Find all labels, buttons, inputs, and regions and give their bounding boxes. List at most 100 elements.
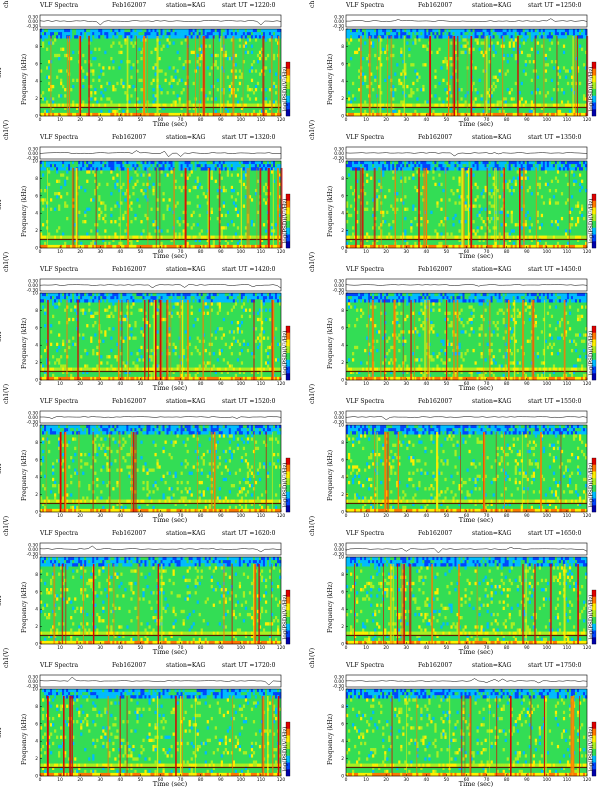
y-tick-label: 4 bbox=[35, 739, 38, 745]
spectrogram-svg: 0.300.00-0.300 10 20 30 40 50 60 70 80 90 100 110 12… bbox=[27, 675, 291, 783]
x-tick-label: 60 bbox=[158, 381, 164, 387]
band-line bbox=[40, 106, 281, 109]
colorbar-segment bbox=[592, 458, 596, 465]
x-axis-label: Time (sec) bbox=[152, 648, 188, 656]
sferic-streak bbox=[79, 35, 82, 116]
x-tick-label: 90 bbox=[218, 777, 224, 783]
sferic-streak bbox=[159, 167, 161, 248]
sferic-streak bbox=[47, 299, 49, 380]
colorbar-segment bbox=[286, 102, 290, 110]
y-tick-label: 2 bbox=[35, 624, 38, 630]
colorbar-segment bbox=[592, 234, 596, 242]
sferic-streak bbox=[173, 167, 175, 248]
sferic-streak bbox=[202, 299, 205, 380]
colorbar-segment bbox=[286, 207, 290, 215]
y-tick-label: 8 bbox=[35, 704, 38, 710]
sferic-streak bbox=[376, 431, 378, 512]
sferic-streak bbox=[59, 431, 62, 512]
y-tick-label: 8 bbox=[341, 176, 344, 182]
sferic-streak bbox=[181, 299, 184, 380]
colorbar-segment bbox=[592, 478, 596, 486]
sferic-streak bbox=[380, 167, 382, 248]
x-axis-label: Time (sec) bbox=[458, 516, 494, 524]
colorbar-label: log(PSD)(V²/Hz) bbox=[588, 330, 595, 376]
amplitude-trace bbox=[345, 678, 588, 684]
colorbar-segment bbox=[286, 742, 290, 750]
sferic-streak bbox=[476, 563, 478, 644]
x-tick-label: 20 bbox=[383, 777, 389, 783]
amplitude-axis-label: ch1(V) bbox=[309, 251, 316, 272]
band-line bbox=[346, 370, 587, 373]
sferic-streak bbox=[220, 35, 222, 116]
colorbar-segment bbox=[286, 630, 290, 638]
x-tick-label: 70 bbox=[484, 645, 490, 651]
amplitude-trace bbox=[345, 284, 588, 287]
sferic-streak bbox=[353, 563, 356, 644]
amplitude-trace bbox=[40, 416, 282, 419]
sferic-streak bbox=[355, 167, 357, 248]
colorbar-segment bbox=[592, 62, 596, 69]
sferic-streak bbox=[534, 563, 536, 644]
y-tick-label: 10 bbox=[338, 687, 344, 693]
chart-station: station=KAG bbox=[472, 134, 512, 141]
sferic-streak bbox=[214, 431, 216, 512]
x-tick-label: 120 bbox=[277, 381, 286, 387]
sferic-streak bbox=[424, 299, 427, 380]
sferic-streak bbox=[390, 563, 392, 644]
x-tick-label: 0 bbox=[345, 777, 348, 783]
y-tick-label: 4 bbox=[35, 79, 38, 85]
chart-date: Feb162007 bbox=[112, 530, 147, 537]
spectrogram-background bbox=[346, 689, 587, 776]
x-tick-label: 40 bbox=[118, 249, 124, 255]
chart-station: station=KAG bbox=[472, 530, 512, 537]
amplitude-axis-label: ch1(V) bbox=[3, 647, 10, 668]
y-axis-label: Frequency (kHz) bbox=[327, 53, 335, 106]
sferic-streak bbox=[523, 167, 525, 248]
x-tick-label: 60 bbox=[464, 645, 470, 651]
x-tick-label: 110 bbox=[257, 249, 266, 255]
sferic-streak bbox=[213, 431, 215, 512]
sferic-streak bbox=[262, 35, 265, 116]
sferic-streak bbox=[107, 695, 109, 776]
y-tick-label: 8 bbox=[341, 308, 344, 314]
chart-title: VLF Spectra bbox=[346, 398, 385, 405]
amplitude-tick-label: 0.00 bbox=[334, 547, 344, 553]
sferic-streak bbox=[423, 167, 426, 248]
sferic-streak bbox=[270, 35, 273, 116]
sferic-streak bbox=[92, 431, 94, 512]
y-tick-label: 6 bbox=[35, 61, 38, 67]
colorbar-segment bbox=[286, 68, 290, 76]
sferic-streak bbox=[495, 167, 497, 248]
sferic-streak bbox=[510, 695, 512, 776]
x-tick-label: 100 bbox=[543, 249, 552, 255]
sferic-streak bbox=[534, 35, 536, 116]
colorbar-segment bbox=[286, 346, 290, 354]
amplitude-axis-label: ch1(V) bbox=[3, 251, 10, 272]
chart-start: start UT =1550:0 bbox=[528, 398, 583, 405]
amplitude-trace bbox=[345, 416, 588, 421]
sferic-streak bbox=[82, 563, 85, 644]
sferic-streak bbox=[143, 35, 145, 116]
spectrogram-panel: 0.30 0.00 -0.30 0 10 20 30 40 50 60 70 80 90 100 110 12… bbox=[306, 120, 612, 264]
sferic-streak bbox=[397, 563, 399, 644]
spectrogram-svg: 0.300.00-0.300 10 20 30 40 50 60 70 80 90 100 110 12… bbox=[27, 279, 291, 387]
y-axis-label-channel: ch1 bbox=[0, 726, 4, 739]
x-axis-label: Time (sec) bbox=[458, 648, 494, 656]
y-tick-label: 6 bbox=[35, 589, 38, 595]
colorbar-label: log(PSD)(V²/Hz) bbox=[282, 462, 289, 508]
x-tick-label: 10 bbox=[363, 777, 369, 783]
colorbar-segment bbox=[286, 194, 290, 201]
colorbar-segment bbox=[286, 478, 290, 486]
x-tick-label: 40 bbox=[424, 777, 430, 783]
sferic-streak bbox=[460, 431, 461, 512]
y-tick-label: 4 bbox=[341, 211, 344, 217]
sferic-streak bbox=[65, 563, 67, 644]
x-tick-label: 100 bbox=[543, 777, 552, 783]
band-line bbox=[346, 106, 587, 109]
sferic-streak bbox=[461, 167, 463, 248]
colorbar-label: log(PSD)(V²/Hz) bbox=[282, 594, 289, 640]
colorbar-segment bbox=[592, 109, 596, 117]
chart-date: Feb162007 bbox=[418, 398, 453, 405]
x-tick-label: 80 bbox=[504, 249, 510, 255]
colorbar-segment bbox=[286, 755, 290, 763]
